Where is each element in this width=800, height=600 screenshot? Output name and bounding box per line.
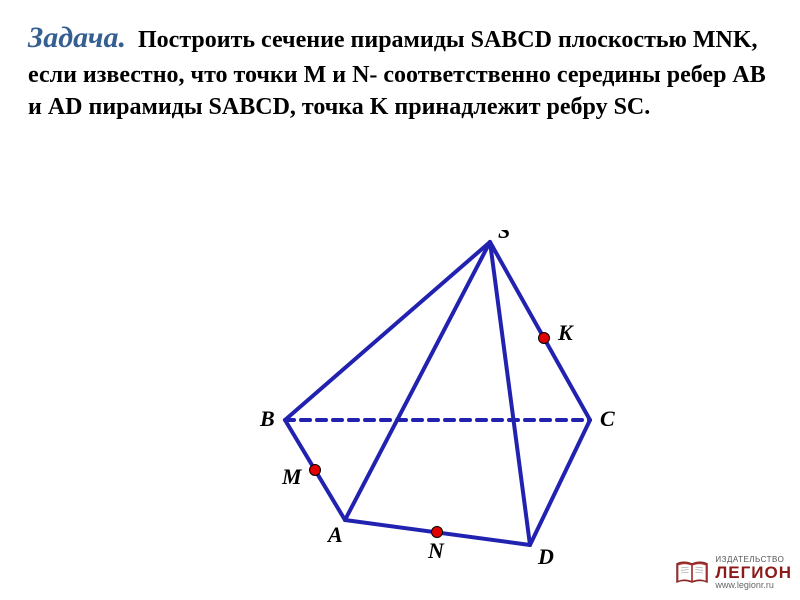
book-icon	[675, 558, 709, 588]
problem-statement: Задача. Построить сечение пирамиды SABCD…	[28, 18, 772, 123]
svg-text:D: D	[537, 544, 554, 569]
publisher-logo: ИЗДАТЕЛЬСТВО ЛЕГИОН www.legionr.ru	[675, 556, 792, 590]
problem-body: Построить сечение пирамиды SABCD плоскос…	[28, 27, 766, 120]
logo-text-block: ИЗДАТЕЛЬСТВО ЛЕГИОН www.legionr.ru	[715, 556, 792, 590]
svg-text:S: S	[498, 230, 510, 243]
svg-text:B: B	[259, 406, 275, 431]
logo-url-text: www.legionr.ru	[715, 581, 792, 590]
svg-text:N: N	[427, 538, 445, 563]
pyramid-figure: S K B C M A N D	[230, 230, 630, 570]
svg-text:K: K	[557, 320, 574, 345]
pyramid-svg: S K B C M A N D	[230, 230, 630, 570]
svg-text:A: A	[326, 522, 343, 547]
svg-text:M: M	[281, 464, 303, 489]
svg-text:C: C	[600, 406, 615, 431]
title-word: Задача.	[28, 21, 126, 54]
logo-big-text: ЛЕГИОН	[715, 564, 792, 581]
